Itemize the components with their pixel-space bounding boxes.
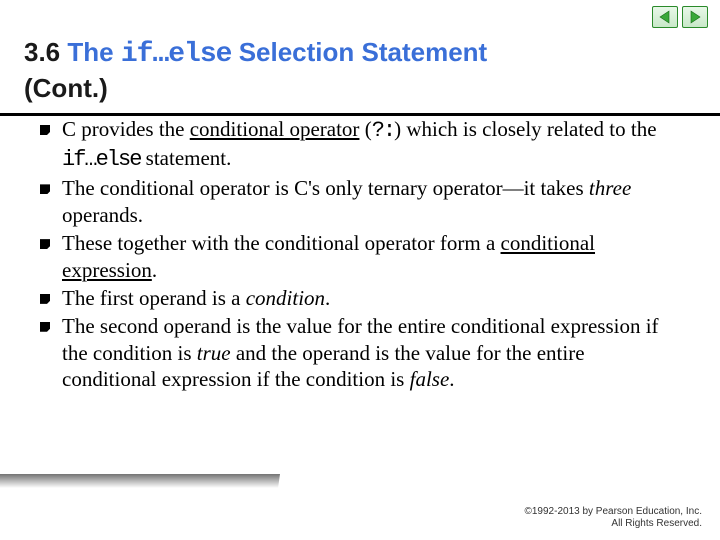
text-segment: conditional operator — [190, 117, 360, 141]
text-segment: ( — [359, 117, 371, 141]
text-segment: operands. — [62, 203, 143, 227]
triangle-left-icon — [658, 10, 672, 24]
text-segment: . — [325, 286, 330, 310]
text-segment: . — [449, 367, 454, 391]
bullet-item: These together with the conditional oper… — [40, 230, 684, 284]
nav-buttons — [652, 6, 708, 28]
text-segment: statement. — [140, 146, 231, 170]
slide-content: C provides the conditional operator (?:)… — [40, 116, 684, 394]
section-number: 3.6 — [24, 37, 60, 67]
text-segment: if…else — [62, 147, 140, 172]
bullet-item: The second operand is the value for the … — [40, 313, 684, 394]
text-segment: ) which is closely related to the — [394, 117, 656, 141]
prev-button[interactable] — [652, 6, 678, 28]
copyright-footer: ©1992-2013 by Pearson Education, Inc. Al… — [525, 506, 703, 530]
title-cont: (Cont.) — [24, 72, 696, 105]
next-button[interactable] — [682, 6, 708, 28]
bullet-item: C provides the conditional operator (?:)… — [40, 116, 684, 174]
text-segment: The conditional operator is C's only ter… — [62, 176, 589, 200]
copyright-line2: All Rights Reserved. — [525, 518, 703, 530]
text-segment: The first operand is a — [62, 286, 246, 310]
text-segment: C provides the — [62, 117, 190, 141]
slide-title: 3.6 The if…else Selection Statement (Con… — [0, 32, 720, 116]
title-code: if…else — [121, 39, 232, 70]
triangle-right-icon — [688, 10, 702, 24]
text-segment: These together with the conditional oper… — [62, 231, 501, 255]
title-suffix: Selection Statement — [231, 37, 487, 67]
decorative-shadow — [0, 474, 280, 488]
bullet-item: The conditional operator is C's only ter… — [40, 175, 684, 229]
title-prefix: The — [67, 37, 120, 67]
text-segment: condition — [246, 286, 325, 310]
text-segment: false — [410, 367, 450, 391]
text-segment: true — [197, 341, 231, 365]
text-segment: . — [152, 258, 157, 282]
copyright-line1: ©1992-2013 by Pearson Education, Inc. — [525, 506, 703, 518]
bullet-list: C provides the conditional operator (?:)… — [40, 116, 684, 393]
bullet-item: The first operand is a condition. — [40, 285, 684, 312]
text-segment: three — [589, 176, 631, 200]
text-segment: ?: — [372, 118, 394, 143]
